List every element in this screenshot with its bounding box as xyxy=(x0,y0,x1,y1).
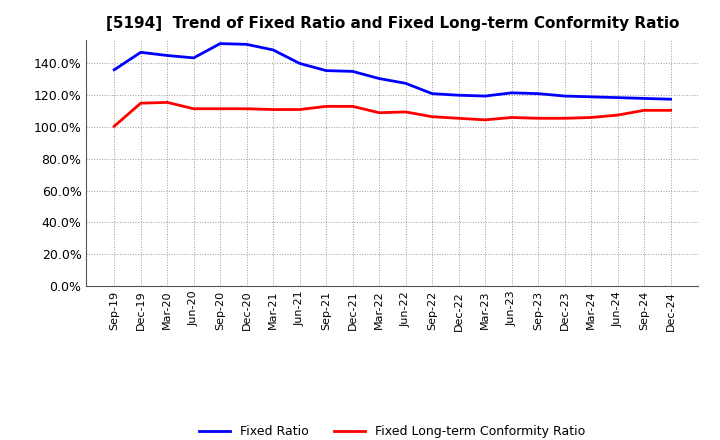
Fixed Long-term Conformity Ratio xyxy=(269,107,277,112)
Fixed Ratio xyxy=(322,68,330,73)
Line: Fixed Ratio: Fixed Ratio xyxy=(114,44,670,99)
Fixed Ratio xyxy=(560,93,569,99)
Fixed Ratio xyxy=(110,67,119,73)
Fixed Long-term Conformity Ratio xyxy=(666,108,675,113)
Fixed Long-term Conformity Ratio xyxy=(375,110,384,115)
Fixed Long-term Conformity Ratio xyxy=(508,115,516,120)
Fixed Long-term Conformity Ratio xyxy=(454,116,463,121)
Fixed Ratio xyxy=(216,41,225,46)
Fixed Long-term Conformity Ratio xyxy=(216,106,225,111)
Fixed Ratio xyxy=(666,96,675,102)
Fixed Long-term Conformity Ratio xyxy=(295,107,304,112)
Fixed Long-term Conformity Ratio xyxy=(348,104,357,109)
Title: [5194]  Trend of Fixed Ratio and Fixed Long-term Conformity Ratio: [5194] Trend of Fixed Ratio and Fixed Lo… xyxy=(106,16,679,32)
Fixed Ratio xyxy=(163,53,171,58)
Fixed Ratio xyxy=(375,76,384,81)
Fixed Long-term Conformity Ratio xyxy=(243,106,251,111)
Fixed Long-term Conformity Ratio xyxy=(640,108,649,113)
Fixed Ratio xyxy=(481,93,490,99)
Fixed Ratio xyxy=(269,47,277,52)
Fixed Long-term Conformity Ratio xyxy=(136,101,145,106)
Fixed Long-term Conformity Ratio xyxy=(189,106,198,111)
Line: Fixed Long-term Conformity Ratio: Fixed Long-term Conformity Ratio xyxy=(114,103,670,126)
Fixed Ratio xyxy=(587,94,595,99)
Fixed Ratio xyxy=(640,96,649,101)
Fixed Long-term Conformity Ratio xyxy=(428,114,436,119)
Fixed Long-term Conformity Ratio xyxy=(587,115,595,120)
Fixed Long-term Conformity Ratio xyxy=(613,113,622,118)
Fixed Ratio xyxy=(534,91,542,96)
Fixed Long-term Conformity Ratio xyxy=(110,124,119,129)
Fixed Long-term Conformity Ratio xyxy=(322,104,330,109)
Fixed Long-term Conformity Ratio xyxy=(481,117,490,122)
Fixed Ratio xyxy=(428,91,436,96)
Fixed Ratio xyxy=(508,90,516,95)
Fixed Ratio xyxy=(136,50,145,55)
Fixed Ratio xyxy=(189,55,198,61)
Fixed Ratio xyxy=(613,95,622,100)
Fixed Long-term Conformity Ratio xyxy=(401,109,410,114)
Fixed Long-term Conformity Ratio xyxy=(163,100,171,105)
Fixed Ratio xyxy=(243,42,251,47)
Fixed Ratio xyxy=(454,92,463,98)
Fixed Ratio xyxy=(401,81,410,86)
Legend: Fixed Ratio, Fixed Long-term Conformity Ratio: Fixed Ratio, Fixed Long-term Conformity … xyxy=(194,420,590,440)
Fixed Long-term Conformity Ratio xyxy=(560,116,569,121)
Fixed Ratio xyxy=(348,69,357,74)
Fixed Long-term Conformity Ratio xyxy=(534,116,542,121)
Fixed Ratio xyxy=(295,61,304,66)
